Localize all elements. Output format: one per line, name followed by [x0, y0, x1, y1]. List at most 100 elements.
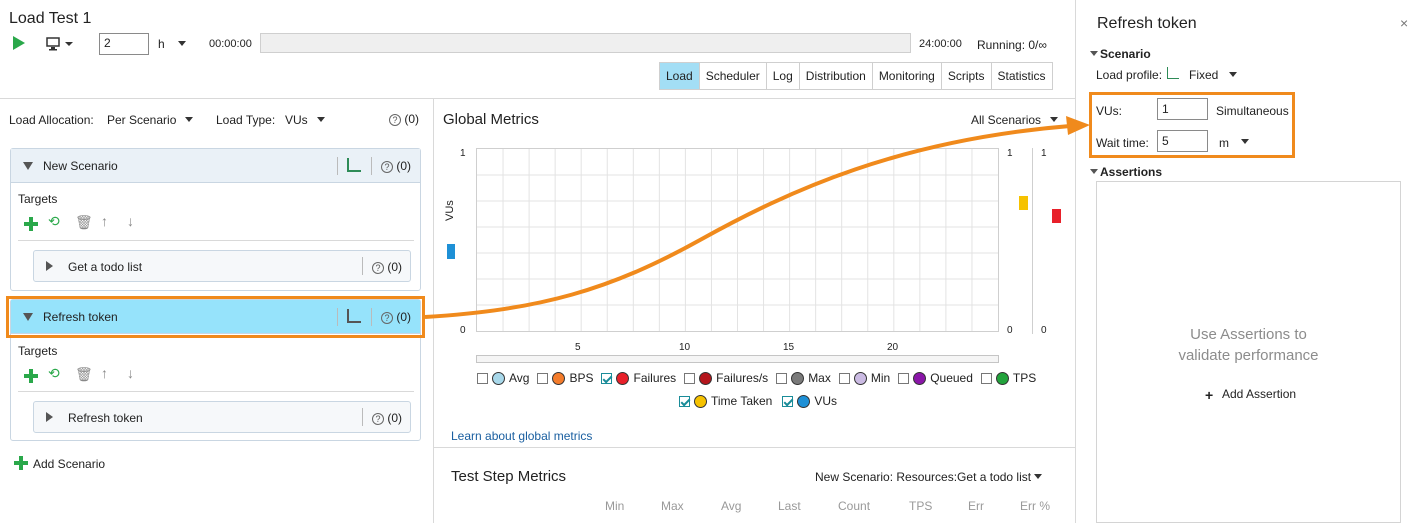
- legend-item-min[interactable]: Min: [838, 371, 890, 385]
- column-header[interactable]: Err %: [1020, 499, 1050, 513]
- load-profile-select[interactable]: Fixed: [1189, 68, 1219, 82]
- load-profile-chart-icon[interactable]: [347, 158, 361, 172]
- legend-item-avg[interactable]: Avg: [477, 371, 529, 385]
- add-scenario-link[interactable]: Add Scenario: [33, 457, 106, 471]
- chevron-down-icon[interactable]: [178, 41, 186, 46]
- tab-statistics[interactable]: Statistics: [991, 63, 1052, 89]
- move-up-icon[interactable]: ↑: [101, 213, 108, 229]
- target-help[interactable]: ? (0): [372, 260, 402, 274]
- collapse-icon[interactable]: [23, 313, 33, 321]
- add-group-icon[interactable]: ⟲: [48, 365, 60, 381]
- chevron-down-icon[interactable]: [1241, 139, 1249, 144]
- column-header[interactable]: Min: [605, 499, 625, 513]
- checkbox-checked[interactable]: [601, 372, 613, 384]
- legend-item-max[interactable]: Max: [776, 371, 831, 385]
- help-icon: ?: [389, 114, 401, 126]
- vus-input[interactable]: 1: [1157, 98, 1208, 120]
- step-metrics-filter-select[interactable]: New Scenario: Resources:Get a todo list: [815, 470, 1032, 484]
- move-down-icon[interactable]: ↓: [127, 365, 134, 381]
- chevron-down-icon[interactable]: [1229, 72, 1237, 77]
- move-down-icon[interactable]: ↓: [127, 213, 134, 229]
- legend-label: BPS: [569, 371, 594, 385]
- separator: [18, 391, 414, 392]
- wait-time-input[interactable]: 5: [1157, 130, 1208, 152]
- collapse-icon[interactable]: [23, 162, 33, 170]
- expand-icon[interactable]: [46, 261, 53, 271]
- load-allocation-select[interactable]: Per Scenario: [107, 113, 177, 127]
- properties-title: Refresh token: [1097, 15, 1197, 32]
- move-up-icon[interactable]: ↑: [101, 365, 108, 381]
- trash-icon[interactable]: 🗑: [75, 366, 93, 382]
- add-assertion-link[interactable]: Add Assertion: [1222, 387, 1297, 401]
- legend-label: TPS: [1012, 371, 1037, 385]
- metrics-chart-frame: [476, 148, 999, 332]
- load-type-select[interactable]: VUs: [285, 113, 308, 127]
- add-target-icon[interactable]: [24, 369, 38, 383]
- tab-monitoring[interactable]: Monitoring: [872, 63, 942, 89]
- trash-icon[interactable]: 🗑: [75, 214, 93, 230]
- help-icon: ?: [372, 413, 384, 425]
- collapse-icon[interactable]: [1090, 51, 1098, 56]
- play-icon[interactable]: [13, 36, 25, 50]
- tab-scheduler[interactable]: Scheduler: [699, 63, 767, 89]
- legend-item-time-taken[interactable]: Time Taken: [679, 394, 772, 408]
- chevron-down-icon[interactable]: [1034, 474, 1042, 479]
- add-icon[interactable]: +: [1205, 387, 1214, 403]
- legend-item-failures[interactable]: Failures: [601, 371, 676, 385]
- help-icon: ?: [372, 262, 384, 274]
- legend-item-tps[interactable]: TPS: [980, 371, 1037, 385]
- close-icon[interactable]: ×: [1400, 15, 1409, 31]
- collapse-icon[interactable]: [1090, 169, 1098, 174]
- load-profile-chart-icon[interactable]: [347, 309, 361, 323]
- legend-item-failures-per-sec[interactable]: Failures/s: [684, 371, 768, 385]
- chart-horizontal-scrollbar[interactable]: [476, 355, 999, 363]
- column-header[interactable]: Avg: [721, 499, 742, 513]
- scenario-header[interactable]: New Scenario ? (0): [11, 149, 420, 183]
- scenario-section-header[interactable]: Scenario: [1100, 47, 1151, 61]
- scenario-header-selected[interactable]: Refresh token ? (0): [11, 300, 420, 334]
- checkbox[interactable]: [477, 372, 488, 384]
- scenario-help[interactable]: ? (0): [381, 159, 411, 173]
- checkbox-checked[interactable]: [782, 395, 794, 407]
- legend-item-queued[interactable]: Queued: [898, 371, 973, 385]
- target-item[interactable]: Refresh token ? (0): [33, 401, 411, 433]
- column-header[interactable]: Err: [968, 499, 984, 513]
- assertions-section-header[interactable]: Assertions: [1100, 165, 1163, 179]
- tab-scripts[interactable]: Scripts: [941, 63, 992, 89]
- column-header[interactable]: TPS: [909, 499, 933, 513]
- add-scenario-icon[interactable]: [14, 456, 28, 470]
- wait-unit-select[interactable]: m: [1219, 136, 1229, 150]
- legend-item-bps[interactable]: BPS: [537, 371, 593, 385]
- checkbox[interactable]: [684, 372, 696, 384]
- duration-unit-select[interactable]: h: [158, 37, 165, 51]
- checkbox[interactable]: [537, 372, 549, 384]
- duration-input[interactable]: 2: [99, 33, 149, 55]
- series-dot: [797, 394, 811, 408]
- tab-load[interactable]: Load: [660, 63, 700, 89]
- target-name: Get a todo list: [68, 260, 143, 274]
- column-header[interactable]: Max: [661, 499, 684, 513]
- scenario-filter-select[interactable]: All Scenarios: [971, 113, 1042, 127]
- learn-global-metrics-link[interactable]: Learn about global metrics: [451, 429, 593, 443]
- checkbox[interactable]: [776, 372, 788, 384]
- chevron-down-icon[interactable]: [317, 117, 325, 122]
- expand-icon[interactable]: [46, 412, 53, 422]
- tab-distribution[interactable]: Distribution: [799, 63, 873, 89]
- column-header[interactable]: Count: [838, 499, 871, 513]
- checkbox[interactable]: [898, 372, 910, 384]
- checkbox[interactable]: [980, 372, 992, 384]
- help-badge[interactable]: ? (0): [389, 112, 419, 126]
- checkbox-checked[interactable]: [679, 395, 690, 407]
- scenario-help[interactable]: ? (0): [381, 310, 411, 324]
- chevron-down-icon[interactable]: [1050, 117, 1058, 122]
- target-help[interactable]: ? (0): [372, 411, 402, 425]
- monitor-dropdown[interactable]: [46, 36, 76, 52]
- tab-log[interactable]: Log: [766, 63, 800, 89]
- column-header[interactable]: Last: [778, 499, 801, 513]
- legend-item-vus[interactable]: VUs: [782, 394, 837, 408]
- chevron-down-icon[interactable]: [185, 117, 193, 122]
- add-group-icon[interactable]: ⟲: [48, 213, 60, 229]
- add-target-icon[interactable]: [24, 217, 38, 231]
- checkbox[interactable]: [838, 372, 850, 384]
- target-item[interactable]: Get a todo list ? (0): [33, 250, 411, 282]
